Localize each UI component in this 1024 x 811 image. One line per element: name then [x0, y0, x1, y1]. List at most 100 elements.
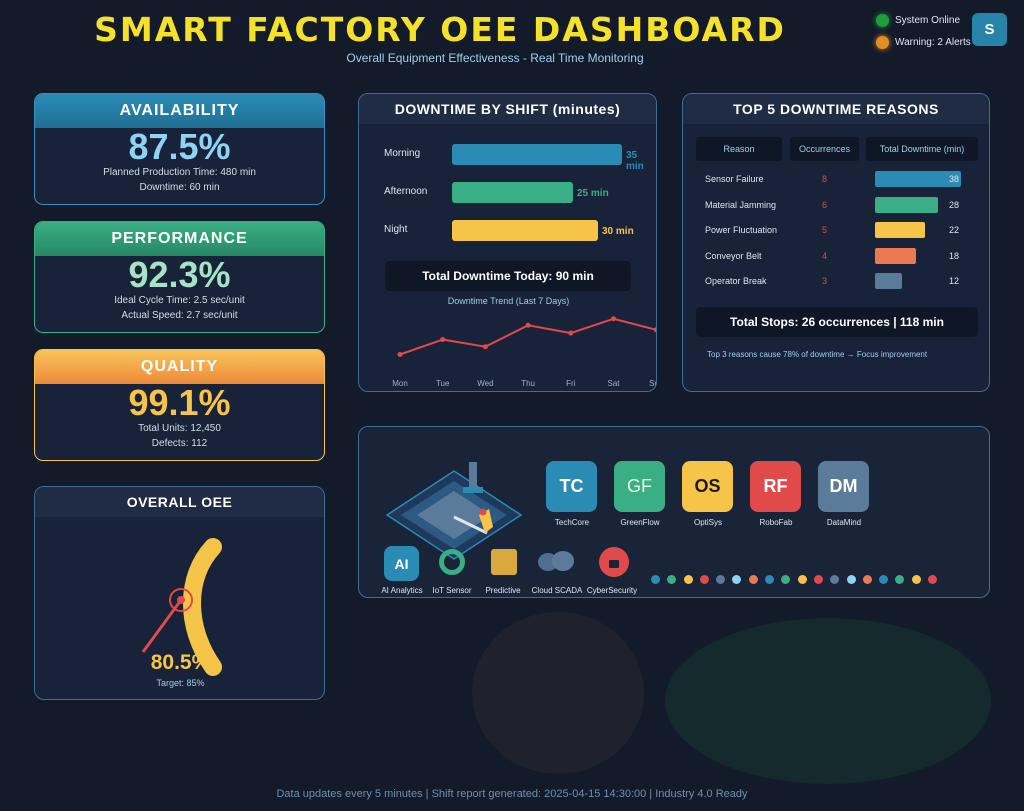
- reason-cell: Conveyor Belt: [705, 250, 762, 261]
- ai-analytics-icon[interactable]: AI: [384, 546, 419, 581]
- downtime-bar: [875, 273, 902, 289]
- quality-title: QUALITY: [35, 350, 324, 384]
- service-label: IoT Sensor: [432, 586, 472, 595]
- shift-bar-night: [452, 220, 598, 241]
- techcore-logo-icon[interactable]: TC: [546, 461, 597, 512]
- shift-label-night: Night: [384, 224, 408, 235]
- tech-partners-panel: TC TechCore GF GreenFlow OS OptiSys RF RoboFab D…: [358, 426, 990, 598]
- downtime-bar: [875, 196, 938, 213]
- col-header-total-downtime: Total Downtime (min): [866, 137, 978, 161]
- cloud-icon[interactable]: [538, 549, 574, 571]
- status-warning[interactable]: Warning: 2 Alerts: [876, 36, 971, 49]
- trend-tick-sat: Sat: [607, 379, 620, 388]
- status-dot: [667, 575, 677, 584]
- status-dot: [765, 575, 775, 584]
- service-label: Cloud SCADA: [531, 586, 583, 595]
- footer-text: Data updates every 5 minutes | Shift rep…: [276, 788, 748, 800]
- downtime-shift-title: DOWNTIME BY SHIFT (minutes): [359, 94, 656, 124]
- improvement-note: Top 3 reasons cause 78% of downtime → Fo…: [707, 350, 928, 359]
- trend-tick-mon: Mon: [392, 379, 408, 388]
- availability-value: 87.5%: [128, 126, 231, 167]
- trend-point-fri: [568, 330, 574, 336]
- status-dot: [928, 575, 938, 584]
- oee-gauge-target-ring: [169, 588, 193, 612]
- reason-cell: Material Jamming: [705, 199, 777, 210]
- predictive-icon[interactable]: [491, 549, 517, 575]
- page-subtitle: Overall Equipment Effectiveness - Real T…: [346, 51, 644, 65]
- oee-gauge-needle: [141, 599, 183, 653]
- quality-line1: Total Units: 12,450: [138, 423, 221, 434]
- shift-bar-afternoon: [452, 182, 573, 203]
- status-dot: [895, 575, 905, 584]
- decorative-blob-green: [665, 618, 991, 784]
- oee-target: Target: 85%: [156, 678, 205, 688]
- robofab-logo-icon[interactable]: RF: [750, 461, 801, 512]
- brand-label: OptiSys: [693, 518, 722, 527]
- brand-label: RoboFab: [759, 518, 793, 527]
- top5-panel: TOP 5 DOWNTIME REASONS Reason Occurrence…: [682, 93, 990, 392]
- trend-tick-thu: Thu: [521, 379, 535, 388]
- availability-line1: Planned Production Time: 480 min: [103, 167, 256, 178]
- downtime-trend-chart: Mon Tue Wed Thu Fri Sat Sun: [392, 316, 657, 388]
- downtime-value-cell: 18: [949, 250, 960, 261]
- oee-panel: OVERALL OEE 80.5% Target: 85%: [34, 486, 325, 700]
- availability-line2: Downtime: 60 min: [139, 182, 220, 193]
- user-avatar[interactable]: S: [972, 13, 1007, 46]
- quality-value: 99.1%: [128, 382, 231, 423]
- oee-gauge-arc: [183, 538, 222, 676]
- optisys-logo-icon[interactable]: OS: [682, 461, 733, 512]
- brand-label: TechCore: [554, 518, 590, 527]
- trend-title: Downtime Trend (Last 7 Days): [447, 296, 570, 306]
- downtime-value-cell: 28: [949, 199, 960, 210]
- online-status-icon: [876, 14, 889, 27]
- status-dot: [813, 575, 823, 584]
- trend-tick-tue: Tue: [436, 379, 450, 388]
- performance-title: PERFORMANCE: [35, 222, 324, 256]
- service-label: AI Analytics: [381, 586, 423, 595]
- status-dot: [879, 575, 889, 584]
- shift-label-afternoon: Afternoon: [384, 186, 428, 197]
- lock-icon[interactable]: [599, 547, 629, 577]
- quality-line2: Defects: 112: [151, 438, 208, 449]
- status-dot: [781, 575, 791, 584]
- greenflow-logo-icon[interactable]: GF: [614, 461, 665, 512]
- brand-label: GreenFlow: [620, 518, 660, 527]
- reason-cell: Power Fluctuation: [705, 225, 778, 235]
- occurrences-cell: 6: [821, 199, 827, 210]
- col-header-occurrences: Occurrences: [790, 137, 859, 161]
- trend-tick-sun: Sun: [649, 379, 657, 388]
- col-header-reason: Reason: [696, 137, 782, 161]
- total-downtime-box: Total Downtime Today: 90 min: [385, 261, 631, 291]
- status-dot: [651, 575, 660, 584]
- iot-sensor-icon[interactable]: [439, 549, 465, 575]
- status-dot: [748, 575, 758, 584]
- oee-title: OVERALL OEE: [35, 487, 324, 517]
- status-dot: [830, 575, 840, 584]
- availability-card: AVAILABILITY 87.5% Planned Production Ti…: [34, 93, 325, 205]
- downtime-value-cell: 22: [949, 225, 960, 235]
- occurrences-cell: 5: [821, 225, 827, 235]
- status-dot: [732, 575, 742, 584]
- status-dot-row: [651, 575, 938, 584]
- performance-line2: Actual Speed: 2.7 sec/unit: [121, 310, 238, 321]
- occurrences-cell: 3: [821, 276, 827, 286]
- status-dot: [699, 575, 709, 584]
- page-title: SMART FACTORY OEE DASHBOARD: [94, 10, 786, 49]
- status-dot: [911, 575, 921, 584]
- oee-gauge-hub: [177, 596, 185, 604]
- reason-cell: Operator Break: [705, 276, 767, 286]
- availability-title: AVAILABILITY: [35, 94, 324, 128]
- downtime-bar: [875, 222, 925, 238]
- trend-point-mon: [397, 352, 403, 357]
- decorative-blob-brown: [472, 612, 644, 774]
- service-label: Predictive: [485, 586, 521, 595]
- status-dot: [797, 575, 807, 584]
- performance-value: 92.3%: [128, 254, 231, 295]
- shift-value-night: 30 min: [602, 226, 634, 237]
- trend-point-wed: [482, 344, 488, 350]
- oee-gauge: [141, 538, 222, 676]
- performance-line1: Ideal Cycle Time: 2.5 sec/unit: [114, 295, 245, 306]
- warning-status-icon: [876, 36, 889, 49]
- downtime-shift-panel: DOWNTIME BY SHIFT (minutes) Morning 35 mi…: [358, 93, 657, 392]
- datamind-logo-icon[interactable]: DM: [818, 461, 869, 512]
